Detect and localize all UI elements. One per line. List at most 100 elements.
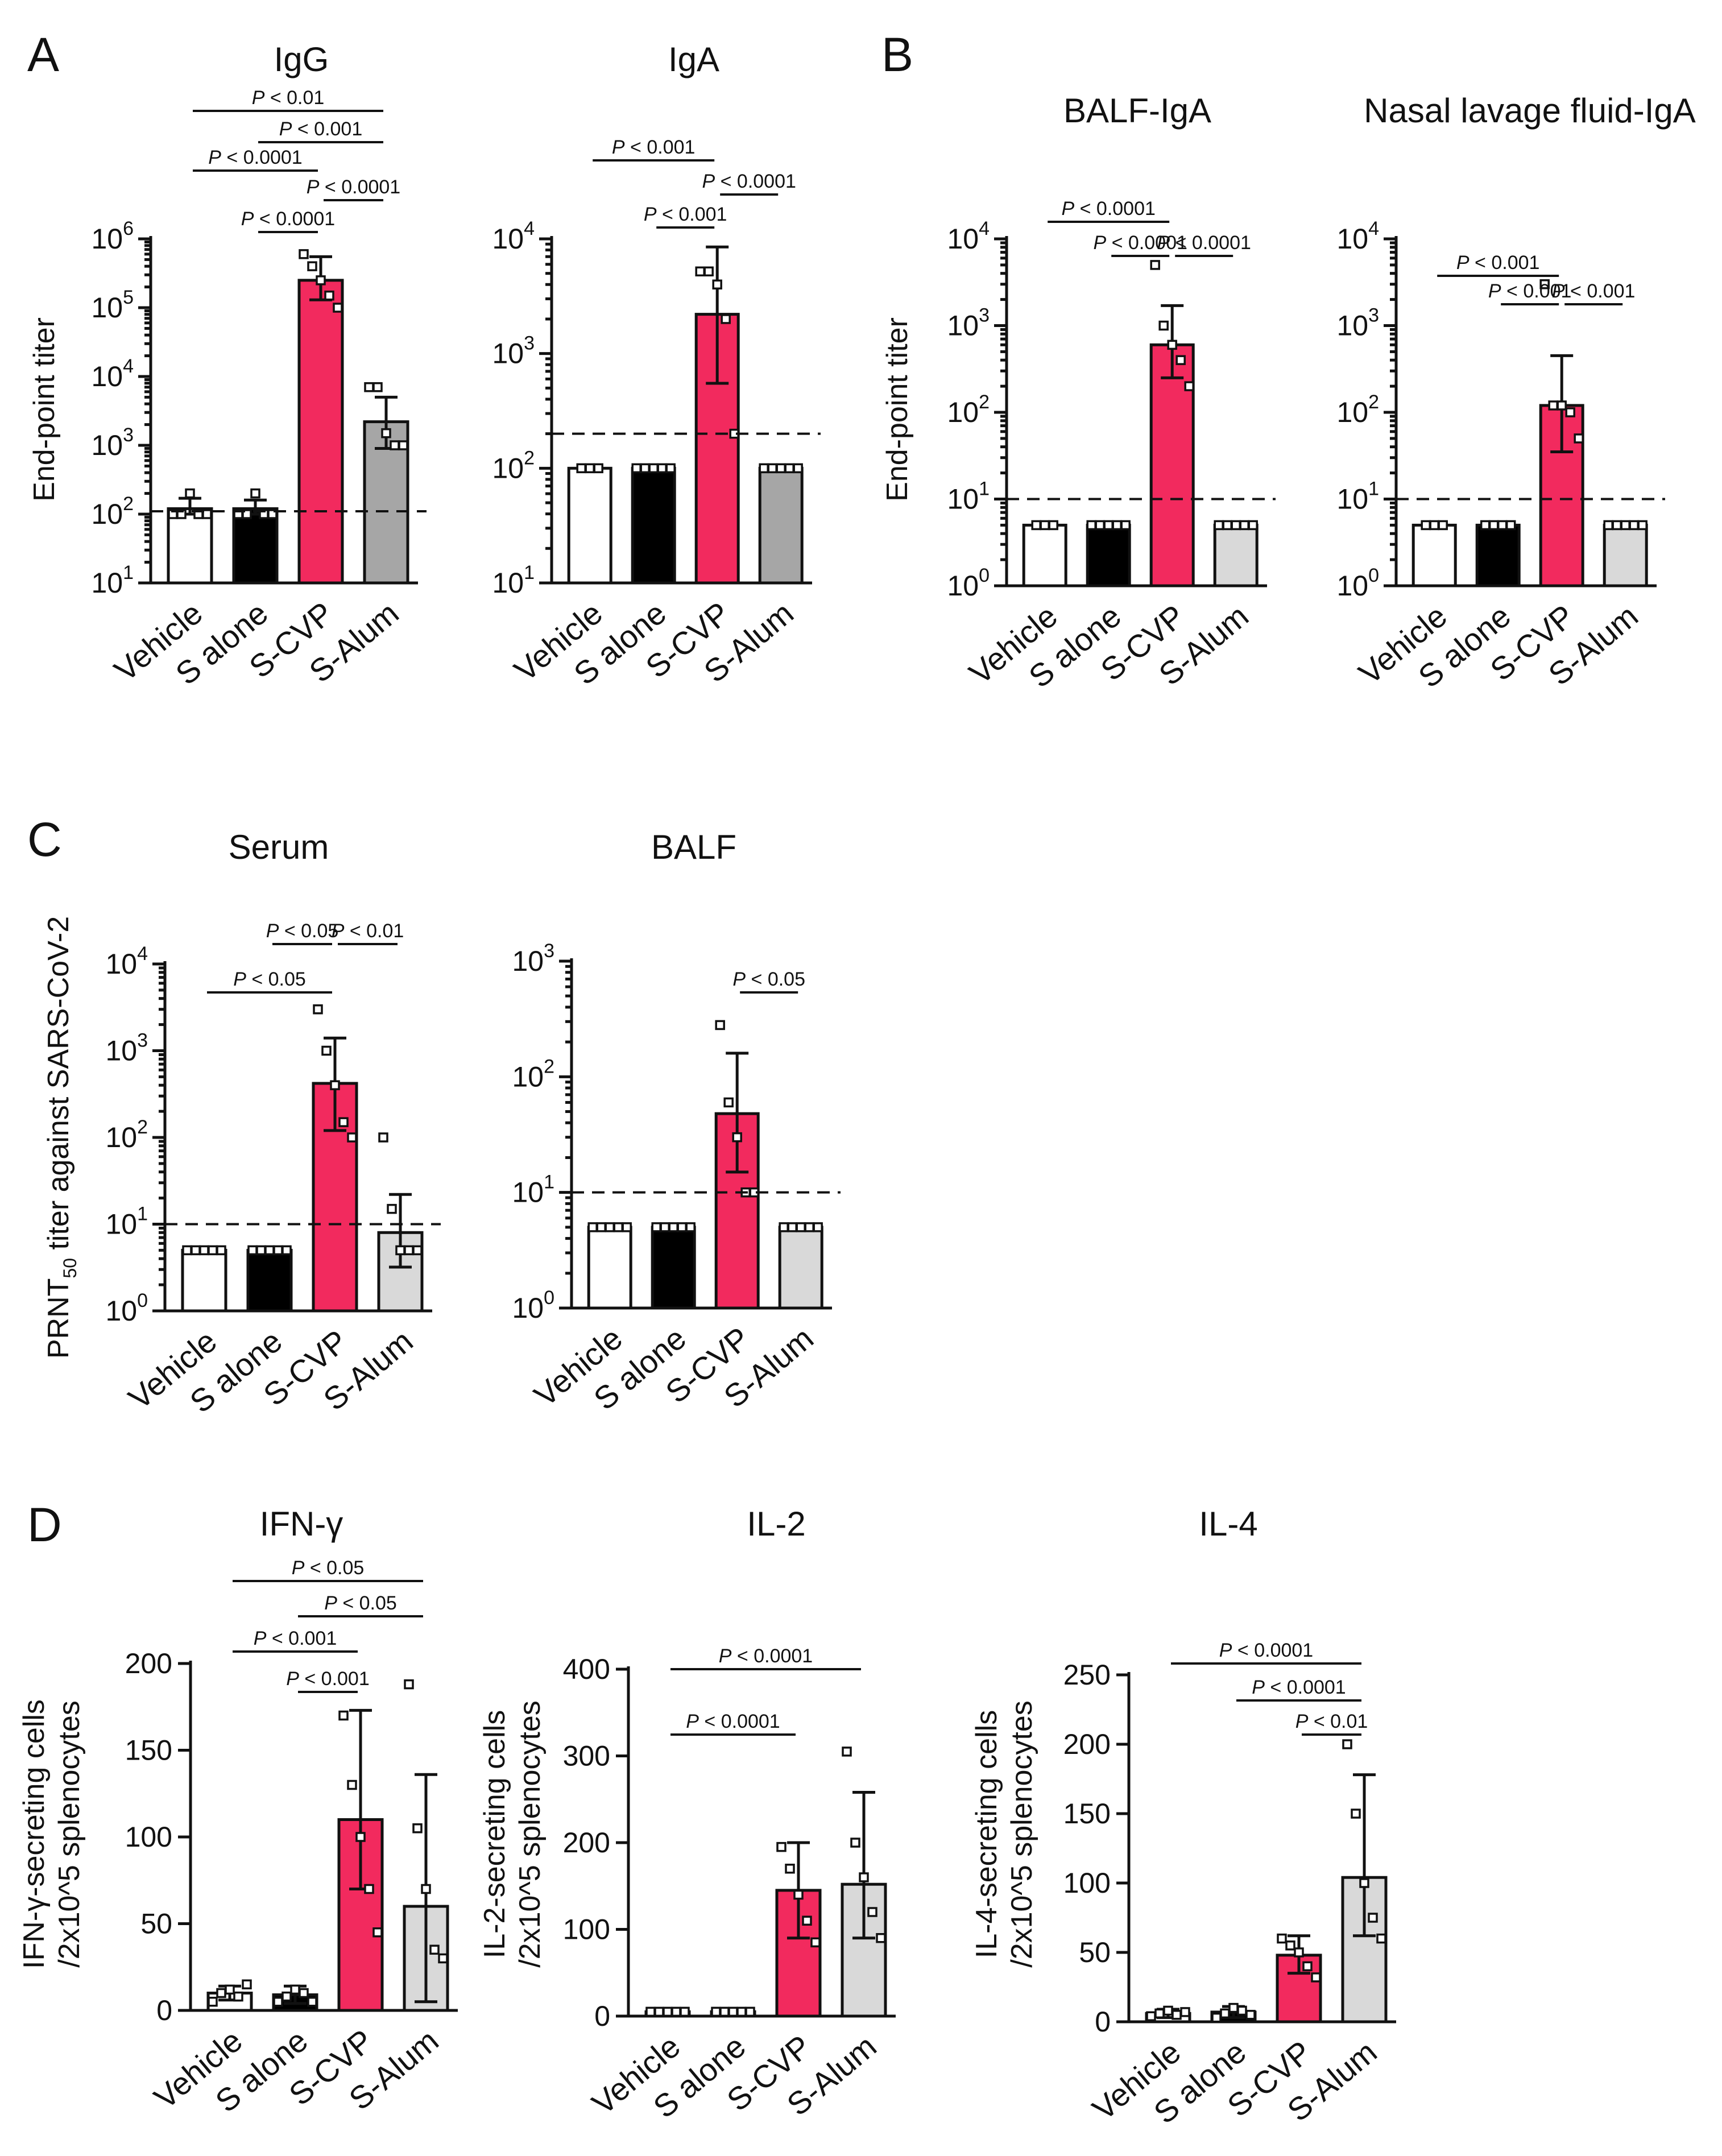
- data-point: [1565, 407, 1575, 417]
- y-tick-base: 10: [91, 429, 123, 461]
- chart-title: IL-2: [747, 1505, 805, 1543]
- y-tick-label: 103: [105, 1030, 148, 1067]
- data-point: [802, 1915, 812, 1926]
- y-tick-exponent: 3: [979, 305, 990, 326]
- data-point: [1146, 2011, 1156, 2021]
- data-point: [745, 2006, 755, 2017]
- data-point: [1637, 520, 1648, 531]
- chart-title: IL-4: [1199, 1505, 1257, 1543]
- y-axis-label: End-point titer: [881, 317, 914, 502]
- comparison-p-value: P < 0.0001: [719, 1645, 813, 1667]
- data-point: [695, 266, 705, 277]
- p-value-text: < 0.05: [304, 1557, 364, 1579]
- p-value-symbol: P: [1219, 1640, 1232, 1661]
- data-point: [338, 1710, 349, 1721]
- p-value-symbol: P: [208, 147, 221, 168]
- data-point: [721, 314, 731, 324]
- y-tick-label: 101: [947, 478, 990, 515]
- data-point: [1294, 1947, 1304, 1958]
- p-value-text: < 0.0001: [319, 176, 400, 198]
- data-point: [671, 2006, 681, 2017]
- p-value-symbol: P: [719, 1645, 732, 1667]
- comparison-p-value: P < 0.001: [1552, 280, 1636, 302]
- y-tick-label: 100: [1063, 1867, 1111, 1899]
- y-tick-exponent: 4: [123, 355, 134, 377]
- y-axis-label-rest: titer against SARS-CoV-2: [42, 916, 75, 1258]
- y-axis-label: End-point titer: [28, 317, 61, 502]
- data-point: [1163, 2005, 1173, 2016]
- data-point: [640, 463, 650, 474]
- data-point: [1211, 2012, 1222, 2023]
- p-value-text: < 0.0001: [1106, 232, 1187, 254]
- data-point: [330, 1080, 340, 1090]
- data-point: [776, 463, 786, 474]
- data-point: [256, 1245, 266, 1256]
- data-point: [587, 1222, 598, 1232]
- data-point: [576, 463, 586, 474]
- data-point: [264, 1245, 275, 1256]
- data-point: [1368, 1913, 1378, 1923]
- y-tick-exponent: 3: [123, 424, 134, 446]
- data-point: [776, 1842, 787, 1852]
- y-tick-exponent: 0: [1368, 565, 1379, 586]
- y-tick-base: 10: [1336, 396, 1368, 428]
- data-point: [1277, 1933, 1287, 1944]
- bar-vehicle: [587, 1226, 632, 1310]
- bar-s-alone: [246, 1248, 293, 1313]
- y-tick-base: 10: [91, 223, 123, 255]
- y-tick-exponent: 2: [524, 447, 535, 469]
- data-point: [1175, 355, 1186, 365]
- data-point: [804, 1222, 814, 1232]
- y-tick-base: 10: [947, 396, 979, 428]
- data-point: [648, 463, 659, 474]
- p-value-symbol: P: [286, 1668, 299, 1690]
- data-point: [810, 1937, 821, 1948]
- data-point: [680, 2006, 690, 2017]
- data-point: [1342, 1739, 1352, 1749]
- p-value-text: < 0.0001: [715, 171, 796, 192]
- p-value-text: < 0.001: [1470, 252, 1540, 274]
- p-value-text: < 0.0001: [254, 208, 335, 230]
- p-value-symbol: P: [1295, 1711, 1309, 1732]
- y-tick-base: 10: [492, 338, 524, 370]
- data-point: [273, 1997, 283, 2007]
- comparison-p-value: P < 0.0001: [1093, 232, 1187, 254]
- data-point: [723, 1097, 734, 1108]
- chart-title: Nasal lavage fluid-IgA: [1364, 92, 1696, 130]
- panel-letter-b: B: [881, 28, 913, 81]
- comparison-p-value: P < 0.01: [332, 920, 404, 942]
- comparison-p-value: P < 0.05: [732, 969, 805, 990]
- comparison-p-value: P < 0.001: [644, 204, 727, 225]
- y-tick-base: 10: [512, 1292, 544, 1324]
- data-point: [429, 1944, 440, 1955]
- data-point: [1574, 433, 1584, 444]
- chart-title: IFN-γ: [260, 1505, 343, 1543]
- data-point: [736, 2006, 747, 2017]
- data-point: [1351, 1809, 1361, 1819]
- p-value-text: < 0.05: [337, 1592, 397, 1614]
- p-value-symbol: P: [241, 208, 254, 230]
- data-point: [282, 1245, 292, 1256]
- data-point: [1095, 520, 1105, 531]
- data-point: [1505, 520, 1516, 531]
- p-value-text: < 0.001: [299, 1668, 370, 1690]
- bar-vehicle: [167, 507, 213, 585]
- bar-s-cvp: [1149, 343, 1195, 587]
- data-point: [1557, 400, 1567, 411]
- data-point: [645, 2006, 656, 2017]
- data-point: [1172, 2010, 1182, 2020]
- p-value-symbol: P: [233, 969, 246, 990]
- y-tick-label: 103: [947, 305, 990, 342]
- data-point: [216, 1245, 226, 1256]
- data-point: [378, 1132, 388, 1143]
- data-point: [404, 1245, 414, 1256]
- y-tick-exponent: 2: [544, 1056, 554, 1077]
- data-point: [438, 1953, 448, 1964]
- data-point: [660, 1222, 670, 1232]
- p-value-symbol: P: [1488, 280, 1501, 302]
- bar-s-alum: [1603, 523, 1648, 587]
- y-axis-label-line: /2x10^5 splenocytes: [514, 1700, 547, 1968]
- chart-title: BALF-IgA: [1063, 92, 1211, 130]
- data-point: [202, 509, 212, 519]
- chart-d-ifn: IFN-γ IFN-γ-secreting cells/2x10^5 spleno…: [18, 1505, 458, 2119]
